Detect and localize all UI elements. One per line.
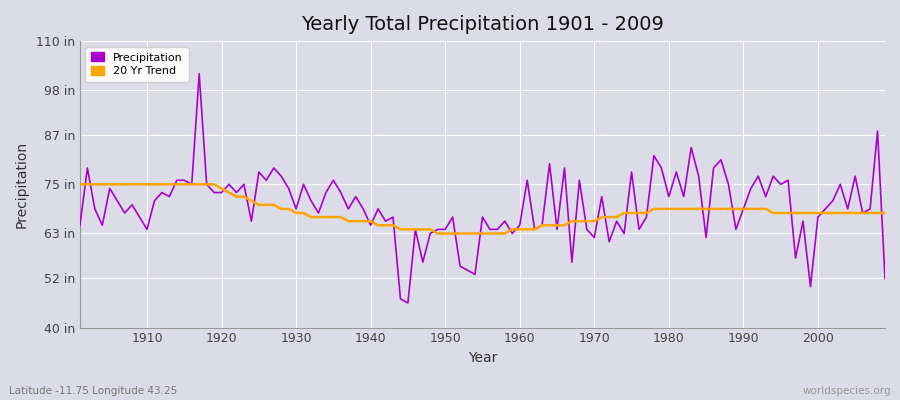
Y-axis label: Precipitation: Precipitation bbox=[15, 141, 29, 228]
Legend: Precipitation, 20 Yr Trend: Precipitation, 20 Yr Trend bbox=[86, 47, 189, 82]
Title: Yearly Total Precipitation 1901 - 2009: Yearly Total Precipitation 1901 - 2009 bbox=[301, 15, 664, 34]
Text: Latitude -11.75 Longitude 43.25: Latitude -11.75 Longitude 43.25 bbox=[9, 386, 177, 396]
Text: worldspecies.org: worldspecies.org bbox=[803, 386, 891, 396]
X-axis label: Year: Year bbox=[468, 351, 497, 365]
